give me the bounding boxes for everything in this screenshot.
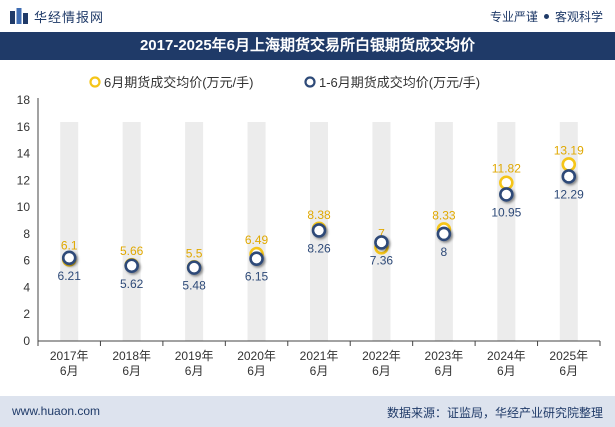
x-tick-label: 2020年 6月 xyxy=(237,349,276,378)
y-tick-label: 18 xyxy=(17,93,31,107)
y-tick-label: 14 xyxy=(17,147,31,161)
series-6month-label: 5.66 xyxy=(120,244,144,258)
series-ytd-point xyxy=(186,260,202,275)
y-tick-label: 0 xyxy=(23,334,30,348)
x-tick-label: 2018年 6月 xyxy=(112,349,151,378)
brand: 华经情报网 xyxy=(10,6,104,26)
y-tick-label: 4 xyxy=(23,280,30,294)
series-6month-label: 11.82 xyxy=(492,162,521,176)
series-6month-label: 7 xyxy=(378,226,385,240)
series-ytd-label: 7.36 xyxy=(370,253,394,267)
x-tick-label: 2024年 6月 xyxy=(487,349,526,378)
tagline-right: 客观科学 xyxy=(554,9,603,24)
series-6month-label: 13.19 xyxy=(554,143,584,157)
series-ytd-point xyxy=(311,223,327,238)
tagline-separator-dot xyxy=(543,13,549,19)
column-band xyxy=(497,122,516,341)
column-band xyxy=(122,122,141,341)
series-ytd-point xyxy=(61,250,77,266)
x-tick-label: 2022年 6月 xyxy=(362,349,401,378)
x-tick-label: 2017年 6月 xyxy=(50,349,89,378)
series-6month-label: 5.5 xyxy=(186,246,203,260)
legend: 6月期货成交均价(万元/手) 1-6月期货成交均价(万元/手) xyxy=(89,75,480,90)
x-tick-label: 2021年 6月 xyxy=(300,349,339,378)
x-tick-label: 2023年 6月 xyxy=(425,349,464,378)
brand-name: 华经情报网 xyxy=(34,9,105,25)
y-tick-label: 16 xyxy=(17,120,31,134)
series-ytd-label: 12.29 xyxy=(554,187,584,201)
y-tick-label: 6 xyxy=(23,254,30,268)
series-6month-point xyxy=(561,157,577,172)
series-ytd-point xyxy=(436,226,452,242)
series-6month-label: 6.49 xyxy=(245,233,269,247)
series-ytd-label: 5.48 xyxy=(182,279,206,293)
footer-source: 数据来源：证监局，华经产业研究院整理 xyxy=(386,406,603,420)
y-tick-label: 8 xyxy=(23,227,30,241)
y-tick-label: 2 xyxy=(23,307,30,321)
series-6month-point xyxy=(499,175,514,191)
series-ytd-point xyxy=(124,258,139,274)
y-tick-label: 12 xyxy=(17,173,31,187)
chart-title: 2017-2025年6月上海期货交易所白银期货成交均价 xyxy=(0,32,615,60)
series-6month-label: 8.38 xyxy=(307,208,331,222)
legend-marker xyxy=(89,76,101,88)
tagline: 专业严谨 客观科学 xyxy=(490,6,603,26)
legend-label: 1-6月期货成交均价(万元/手) xyxy=(319,75,480,90)
x-tick-label: 2019年 6月 xyxy=(175,349,214,378)
footer-website: www.huaon.com xyxy=(12,404,101,418)
x-tick-label: 2025年 6月 xyxy=(549,349,588,378)
top-bar: 华经情报网 专业严谨 客观科学 xyxy=(0,0,615,32)
series-ytd-point xyxy=(249,251,264,266)
series-ytd-label: 8.26 xyxy=(307,241,331,255)
series-ytd-label: 6.21 xyxy=(58,269,82,283)
column-band xyxy=(372,122,391,341)
series-6month-label: 8.33 xyxy=(432,208,456,222)
y-tick-label: 10 xyxy=(17,200,31,214)
footer-bar: www.huaon.com 数据来源：证监局，华经产业研究院整理 xyxy=(0,396,615,427)
legend-marker xyxy=(304,76,316,88)
series-6month-label: 6.1 xyxy=(61,238,78,252)
series-ytd-label: 6.15 xyxy=(245,270,269,284)
series-ytd-label: 10.95 xyxy=(491,205,521,219)
series-ytd-point xyxy=(374,235,389,250)
series-ytd-point xyxy=(499,187,514,202)
column-band xyxy=(60,122,79,341)
legend-label: 6月期货成交均价(万元/手) xyxy=(104,75,254,90)
brand-logo-icon xyxy=(10,8,28,24)
series-ytd-label: 5.62 xyxy=(120,277,144,291)
column-band xyxy=(247,122,266,341)
column-band xyxy=(185,122,204,341)
chart-area: 6月期货成交均价(万元/手) 1-6月期货成交均价(万元/手) 0 2 4 6 8 10 12 1… xyxy=(17,75,601,378)
series-ytd-point xyxy=(561,169,577,184)
tagline-left: 专业严谨 xyxy=(489,9,538,24)
series-ytd-label: 8 xyxy=(441,245,448,259)
